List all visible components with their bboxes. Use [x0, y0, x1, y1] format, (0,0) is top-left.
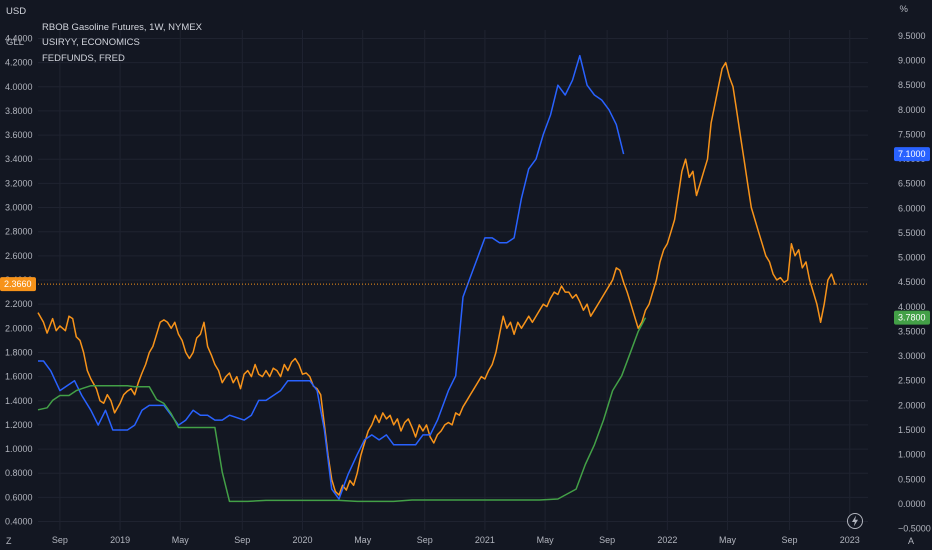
- left-tick-label: 2.0000: [5, 323, 33, 333]
- last-value-label-fedfunds: 3.7800: [898, 313, 926, 323]
- x-tick-label: Sep: [417, 535, 433, 545]
- right-tick-label: 1.5000: [898, 425, 926, 435]
- x-tick-label: 2022: [657, 535, 677, 545]
- right-tick-label: −0.5000: [898, 524, 931, 534]
- left-tick-label: 1.6000: [5, 372, 33, 382]
- legend-row-fedfunds[interactable]: FEDFUNDS, FRED: [6, 51, 202, 67]
- last-value-badge-inflation: [894, 147, 930, 162]
- x-tick-label: 2021: [475, 535, 495, 545]
- legend-symbol: [6, 20, 28, 36]
- left-tick-label: 2.8000: [5, 227, 33, 237]
- left-tick-label: 1.8000: [5, 347, 33, 357]
- legend-label-fedfunds: FEDFUNDS, FRED: [42, 52, 125, 64]
- x-tick-label: Sep: [52, 535, 68, 545]
- x-tick-label: May: [537, 535, 555, 545]
- left-tick-label: 1.2000: [5, 420, 33, 430]
- x-tick-label: Sep: [234, 535, 250, 545]
- last-value-label-inflation: 7.1000: [898, 149, 926, 159]
- right-tick-label: 5.0000: [898, 253, 926, 263]
- right-tick-label: 6.5000: [898, 179, 926, 189]
- right-tick-label: 2.0000: [898, 400, 926, 410]
- left-tick-label: 4.2000: [5, 58, 33, 68]
- legend-label-inflation: USIRYY, ECONOMICS: [42, 37, 140, 48]
- right-tick-label: 7.5000: [898, 129, 926, 139]
- last-value-badge-gasoline: [0, 277, 36, 292]
- grid-lines: [38, 30, 868, 530]
- left-tick-label: 4.4000: [5, 33, 33, 43]
- right-tick-label: 6.0000: [898, 203, 926, 213]
- left-tick-label: 3.0000: [5, 203, 33, 213]
- left-tick-label: 3.8000: [5, 106, 33, 116]
- right-tick-label: 2.5000: [898, 376, 926, 386]
- left-tick-label: 3.2000: [5, 178, 33, 188]
- series-line-fedfunds: [37, 317, 647, 503]
- x-axis: Sep 2019 May Sep 2020 May Sep 2021 May Sep 2022 May…: [52, 535, 860, 545]
- x-tick-label: Sep: [782, 535, 798, 545]
- zoom-icon[interactable]: Z: [6, 536, 12, 546]
- right-unit-label: %: [899, 4, 908, 15]
- right-axis: 9.50009.00008.50008.00007.50007.00006.50…: [898, 31, 931, 534]
- left-tick-label: 0.8000: [5, 468, 33, 478]
- x-tick-label: May: [172, 535, 190, 545]
- right-tick-label: 0.0000: [898, 499, 926, 509]
- right-tick-label: 8.5000: [898, 80, 926, 90]
- left-tick-label: 2.2000: [5, 299, 33, 309]
- legend-symbol: GLL: [6, 37, 24, 48]
- x-tick-label: 2020: [292, 535, 312, 545]
- x-tick-label: 2019: [110, 535, 130, 545]
- left-tick-label: 1.0000: [5, 444, 33, 454]
- left-tick-label: 1.4000: [5, 396, 33, 406]
- left-tick-label: 2.6000: [5, 251, 33, 261]
- left-axis: 4.4000 4.2000 4.0000 3.8000 3.6000 3.4000 3.20…: [5, 33, 33, 526]
- auto-scale-icon[interactable]: A: [907, 536, 914, 546]
- x-tick-label: May: [719, 535, 737, 545]
- legend-row-inflation[interactable]: GLL USIRYY, ECONOMICS: [6, 35, 202, 51]
- left-tick-label: 3.6000: [5, 130, 33, 140]
- right-tick-label: 9.0000: [898, 56, 926, 66]
- left-tick-label: 0.4000: [5, 517, 33, 527]
- x-tick-label: May: [354, 535, 372, 545]
- right-tick-label: 4.5000: [898, 277, 926, 287]
- left-unit-label: USD: [6, 6, 27, 17]
- x-tick-label: 2023: [840, 535, 860, 545]
- right-tick-label: 4.0000: [898, 302, 926, 312]
- left-tick-label: 3.4000: [5, 154, 33, 164]
- right-tick-label: 1.0000: [898, 450, 926, 460]
- right-tick-label: 8.0000: [898, 105, 926, 115]
- right-tick-label: 9.5000: [898, 31, 926, 41]
- right-tick-label: 3.0000: [898, 351, 926, 361]
- legend-label-gasoline: RBOB Gasoline Futures, 1W, NYMEX: [42, 21, 202, 33]
- legend-row-gasoline[interactable]: RBOB Gasoline Futures, 1W, NYMEX: [6, 20, 202, 36]
- legend-symbol: [6, 51, 28, 67]
- series-lines: [37, 54, 836, 503]
- series-line-inflation: [38, 54, 625, 500]
- x-tick-label: Sep: [599, 535, 615, 545]
- left-tick-label: 0.6000: [5, 492, 33, 502]
- series-line-gasoline: [37, 61, 836, 496]
- right-tick-label: 3.5000: [898, 326, 926, 336]
- last-value-badge-fedfunds: [894, 310, 930, 325]
- last-value-label-gasoline: 2.3660: [4, 279, 32, 289]
- right-tick-label: 0.5000: [898, 474, 926, 484]
- right-tick-label: 5.5000: [898, 228, 926, 238]
- lightning-icon[interactable]: [846, 512, 864, 530]
- left-tick-label: 4.0000: [5, 82, 33, 92]
- series-legend: USD RBOB Gasoline Futures, 1W, NYMEX GLL…: [6, 4, 202, 66]
- last-value-badges: 2.3660 7.1000 3.7800: [0, 147, 930, 325]
